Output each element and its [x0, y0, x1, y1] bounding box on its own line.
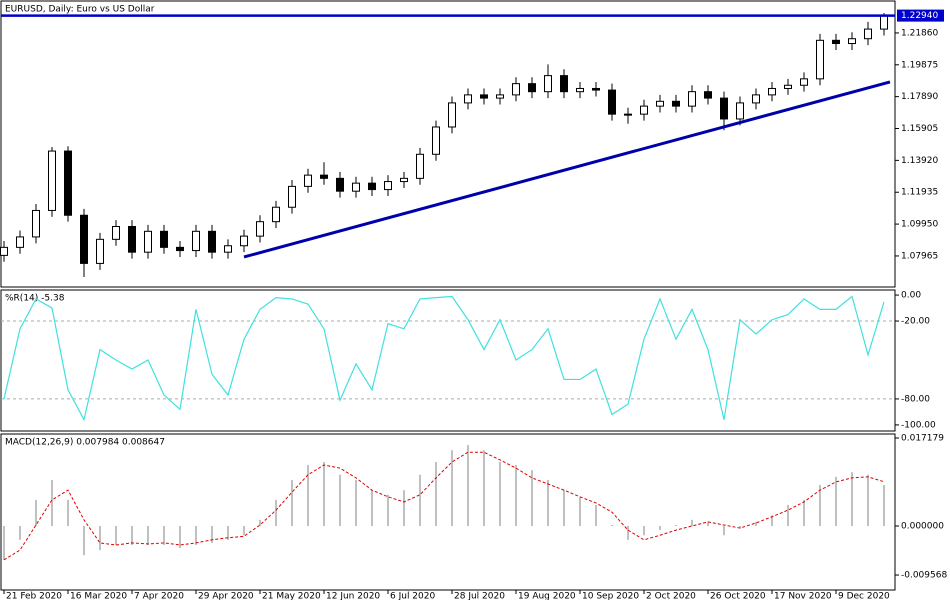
candle-body [832, 39, 840, 45]
candle-body [704, 91, 712, 99]
candle-body [128, 225, 136, 253]
candle-body [736, 102, 744, 120]
candle-body [16, 236, 24, 248]
y-tick-label: -20.00 [901, 317, 930, 327]
candle-body [752, 94, 760, 104]
candle-body [656, 100, 664, 107]
candle-body [880, 15, 888, 30]
candle-body [512, 83, 520, 96]
x-tick-label: 17 Nov 2020 [774, 592, 832, 600]
candle-body [96, 238, 104, 264]
y-tick-label: 1.21860 [901, 28, 938, 38]
candle-body [480, 94, 488, 99]
candle-body [800, 78, 808, 86]
candle-body [384, 181, 392, 191]
x-tick-label: 19 Aug 2020 [518, 592, 576, 600]
panel-frame [0, 433, 896, 591]
candle-body [352, 182, 360, 192]
candle-body [272, 206, 280, 223]
candle-body [48, 150, 56, 211]
candle-body [496, 94, 504, 99]
y-tick-label: 0.00 [901, 291, 921, 301]
x-tick-label: 7 Apr 2020 [134, 592, 184, 600]
candle-body [848, 38, 856, 45]
x-tick-label: 29 Apr 2020 [198, 592, 254, 600]
x-tick-label: 16 Mar 2020 [70, 592, 127, 600]
candle-body [608, 89, 616, 115]
y-tick-label: 1.11935 [901, 188, 938, 198]
candle-body [160, 230, 168, 248]
y-tick-label: 1.17890 [901, 92, 938, 102]
candle-body [864, 28, 872, 40]
candle-body [544, 75, 552, 93]
candle-body [672, 100, 680, 107]
x-tick-label: 9 Dec 2020 [838, 592, 890, 600]
candle-body [560, 75, 568, 93]
candle-body [816, 39, 824, 80]
candle-body [432, 126, 440, 155]
candle-body [624, 113, 632, 116]
x-tick-label: 6 Jul 2020 [390, 592, 435, 600]
y-tick-label: 0.000000 [901, 522, 944, 532]
candle-body [720, 97, 728, 120]
candle-body [64, 150, 72, 216]
candle-body [256, 221, 264, 237]
candle-body [176, 246, 184, 252]
trend-line [243, 80, 891, 259]
candle-body [768, 87, 776, 96]
candle-body [464, 94, 472, 104]
y-tick-label: 1.09950 [901, 220, 938, 230]
panel-frame [0, 289, 896, 432]
price-label: 1.22940 [901, 11, 938, 21]
y-tick-label: 1.19875 [901, 60, 938, 70]
panel-title: %R(14) -5.38 [5, 294, 65, 304]
x-tick-label: 21 Feb 2020 [6, 592, 62, 600]
candle-body [320, 174, 328, 179]
candle-body [784, 84, 792, 89]
candle-body [208, 230, 216, 253]
indicator-line [3, 295, 885, 422]
candle-body [592, 87, 600, 91]
price-label-box [897, 9, 944, 22]
x-tick-label: 21 May 2020 [262, 592, 321, 600]
y-tick-label: 1.13920 [901, 156, 938, 166]
candle-body [336, 177, 344, 192]
y-tick-label: 1.15905 [901, 124, 938, 134]
x-tick-label: 2 Oct 2020 [646, 592, 696, 600]
panel-frame [0, 0, 896, 288]
candle-body [144, 230, 152, 253]
candle-body [112, 225, 120, 240]
candle-body [640, 105, 648, 115]
candle-body [448, 102, 456, 128]
y-tick-label: -0.009568 [901, 571, 947, 581]
candle-body [240, 235, 248, 247]
candle-body [400, 177, 408, 183]
y-tick-label: 0.017179 [901, 434, 944, 444]
candle-body [80, 214, 88, 264]
candle-body [528, 83, 536, 93]
y-tick-label: -100.00 [901, 420, 936, 430]
candle-body [688, 91, 696, 107]
x-tick-label: 12 Jun 2020 [326, 592, 380, 600]
candle-body [576, 87, 584, 93]
panel-title: MACD(12,26,9) 0.007984 0.008647 [5, 438, 165, 448]
candle-body [368, 182, 376, 191]
x-tick-label: 10 Sep 2020 [582, 592, 639, 600]
x-tick-label: 26 Oct 2020 [710, 592, 766, 600]
y-tick-label: -80.00 [901, 394, 930, 404]
y-tick-label: 1.07965 [901, 251, 938, 261]
candle-body [304, 174, 312, 187]
candle-body [32, 209, 40, 238]
candle-body [416, 153, 424, 179]
panel-title: EURUSD, Daily: Euro vs US Dollar [5, 5, 155, 15]
candle-body [224, 245, 232, 253]
candle-body [192, 230, 200, 252]
x-tick-label: 28 Jul 2020 [454, 592, 505, 600]
candle-body [0, 246, 8, 256]
candle-body [288, 185, 296, 208]
